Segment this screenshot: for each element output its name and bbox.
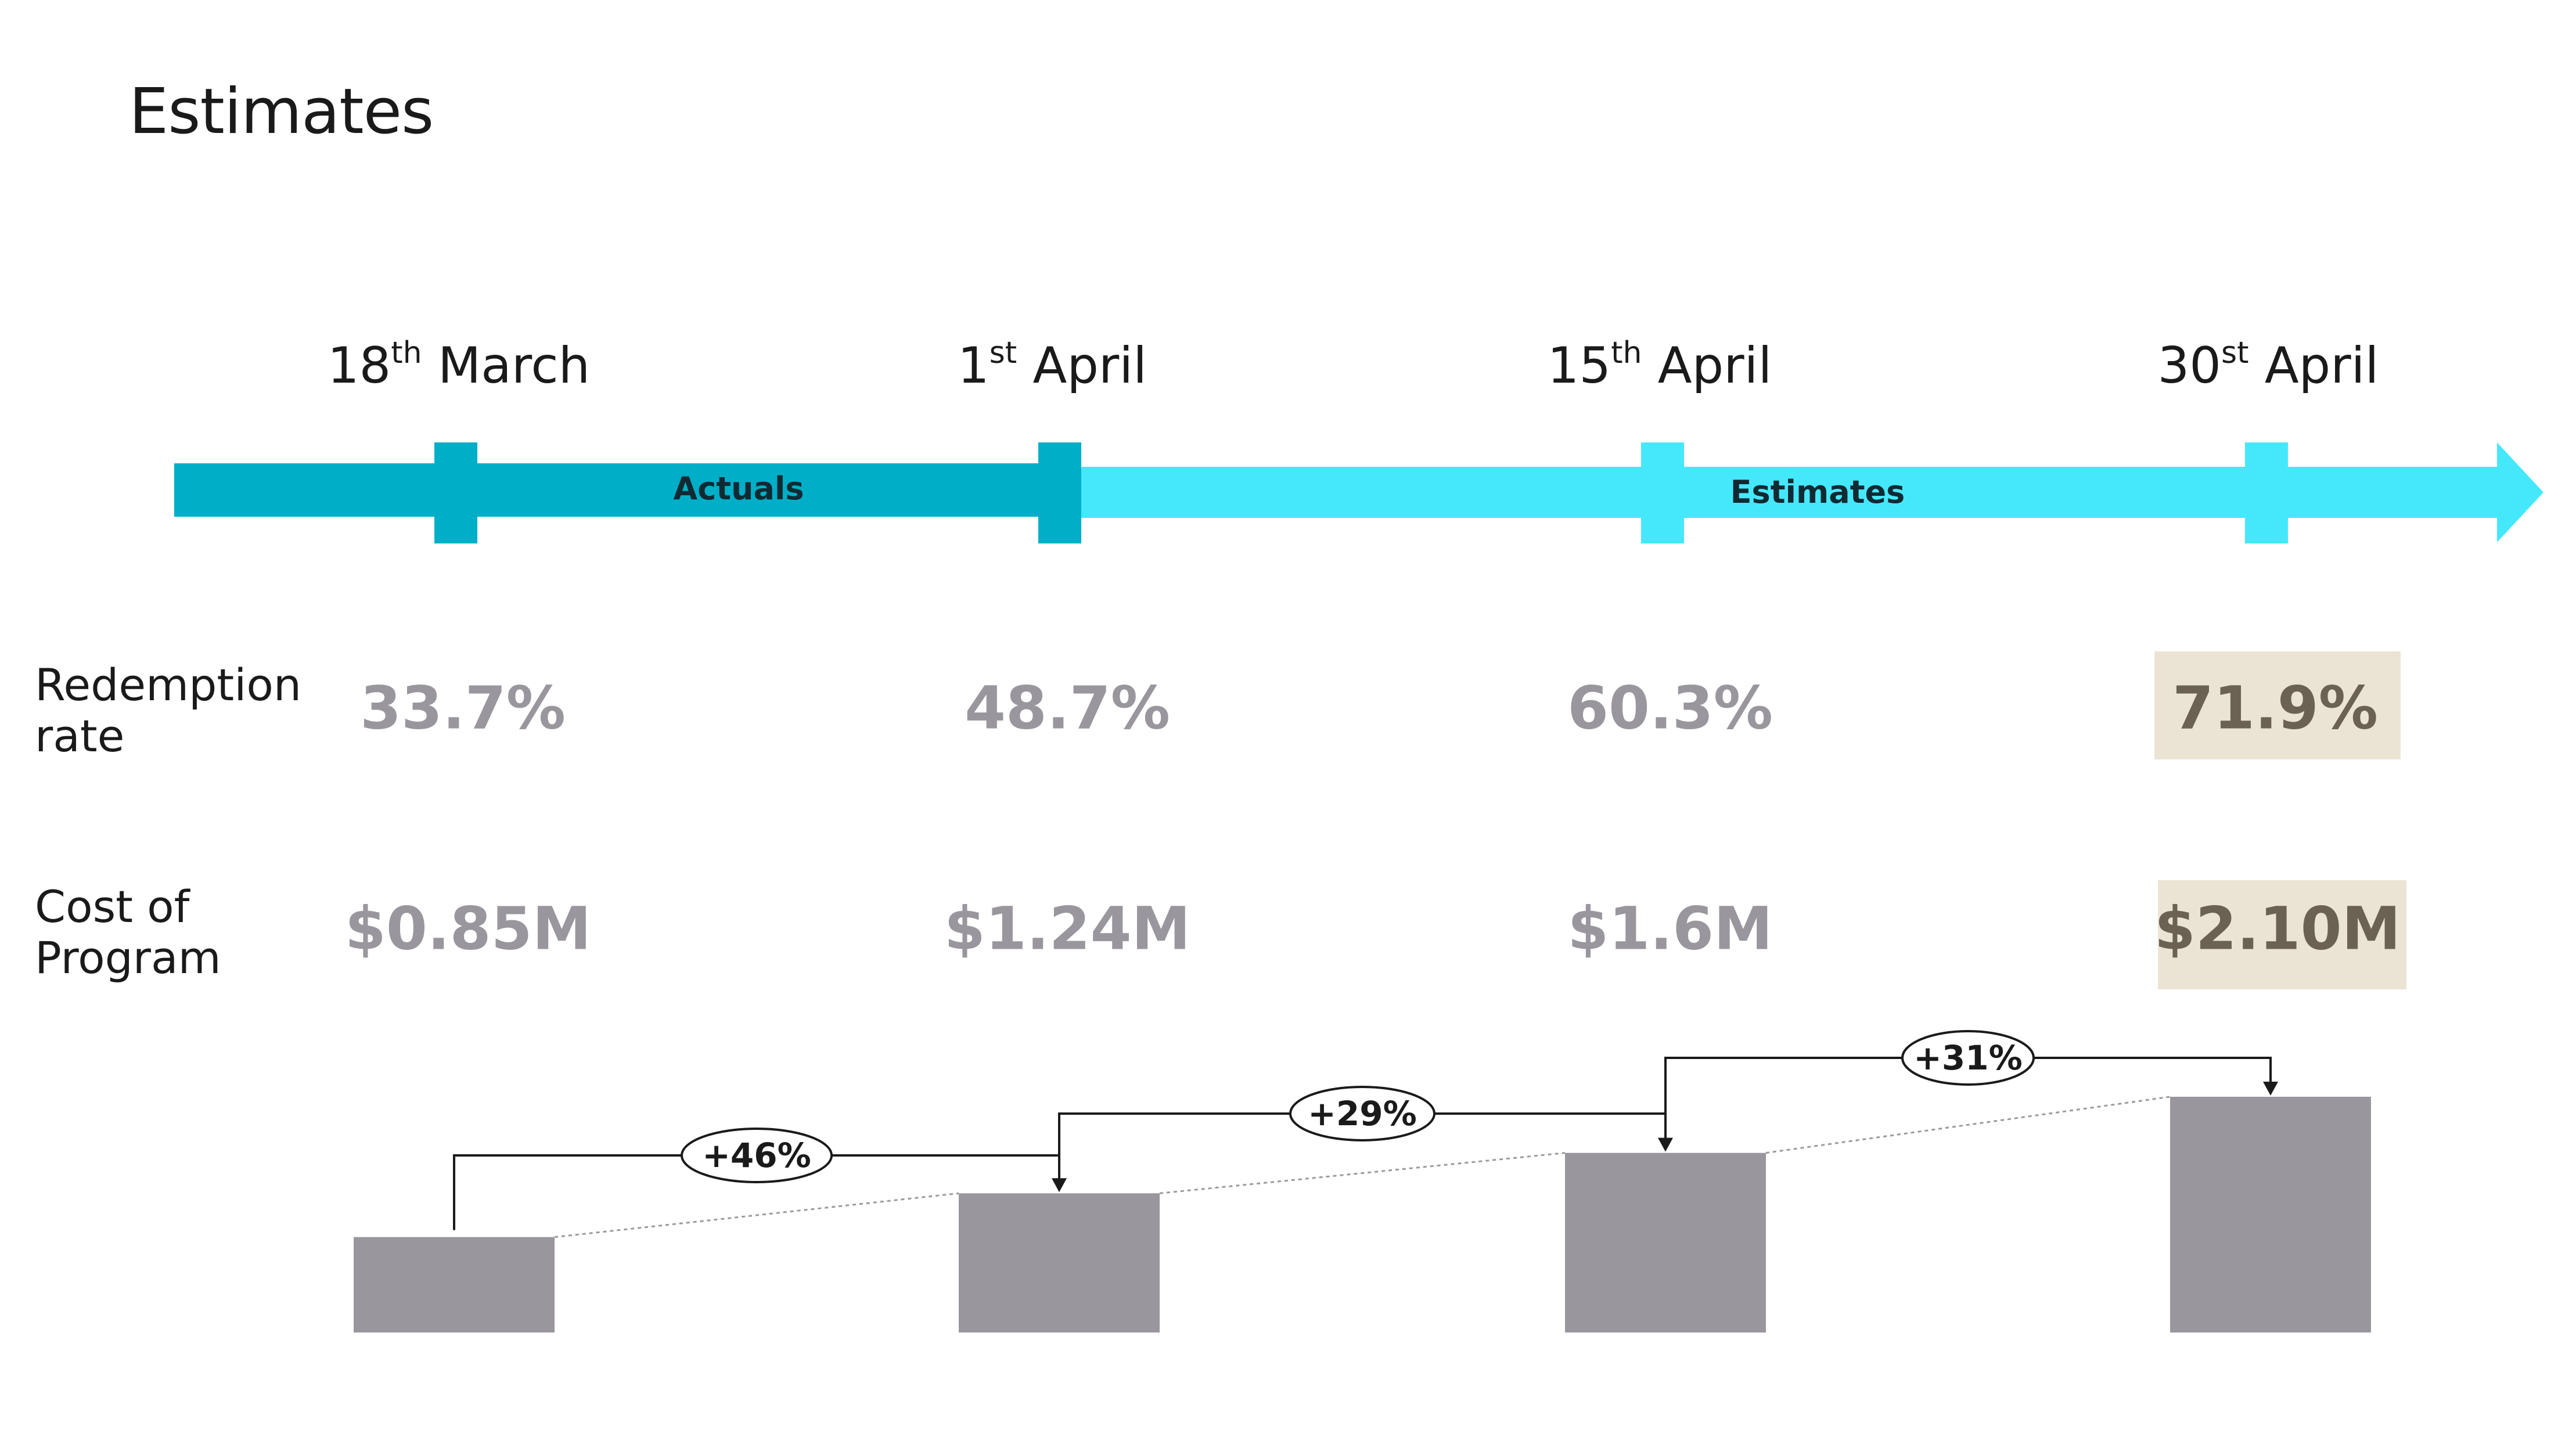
- date-num: 15: [1547, 337, 1611, 395]
- actuals-band: [174, 463, 1081, 517]
- cost-of-program-label: Cost of Program: [35, 881, 221, 984]
- tick-mark-1: [434, 442, 477, 543]
- date-month: April: [2264, 337, 2379, 395]
- tick-mark-3: [1641, 442, 1684, 543]
- change-badge: [1901, 1030, 2035, 1086]
- date-sup: st: [2221, 336, 2249, 370]
- cost-value-1: $0.85M: [344, 894, 592, 964]
- change-label: +46%: [702, 1136, 811, 1175]
- change-label: +31%: [1913, 1038, 2022, 1078]
- change-label: +29%: [1308, 1094, 1416, 1133]
- trend-connector: [554, 1192, 959, 1238]
- cost-bar: [959, 1193, 1160, 1332]
- date-sup: th: [1611, 336, 1642, 370]
- cost-bar: [1565, 1153, 1766, 1332]
- cost-value-2: $1.24M: [944, 894, 1191, 964]
- arrowhead-icon: [2263, 1082, 2278, 1096]
- redemption-value-1: 33.7%: [360, 674, 566, 743]
- redemption-rate-label: Redemption rate: [35, 660, 301, 762]
- redemption-value-3: 60.3%: [1567, 674, 1773, 743]
- page-title: Estimates: [129, 75, 434, 148]
- label-line: Cost of: [35, 881, 190, 932]
- trend-connector: [1765, 1096, 2171, 1154]
- arrow-head-icon: [2497, 442, 2543, 542]
- highlight-box-redemption: [2154, 651, 2401, 759]
- date-num: 1: [957, 337, 990, 395]
- date-month: April: [1032, 337, 1147, 395]
- label-line: Redemption: [35, 659, 302, 711]
- date-label-4: 30st April: [2158, 337, 2379, 395]
- date-label-3: 15th April: [1548, 337, 1772, 395]
- estimates-label: Estimates: [1730, 474, 1905, 510]
- highlight-box-cost: [2158, 880, 2406, 989]
- change-badge: [1289, 1086, 1435, 1141]
- label-line: rate: [35, 710, 125, 762]
- date-month: April: [1657, 337, 1772, 395]
- date-label-2: 1st April: [958, 337, 1147, 395]
- date-sup: th: [391, 336, 422, 370]
- redemption-value-4: 71.9%: [2172, 674, 2378, 743]
- date-num: 18: [327, 337, 391, 395]
- cost-bar: [2170, 1097, 2371, 1332]
- cost-bar: [354, 1237, 555, 1332]
- tick-mark-4: [2245, 442, 2288, 543]
- date-sup: st: [989, 336, 1017, 370]
- actuals-label: Actuals: [673, 470, 804, 507]
- redemption-value-2: 48.7%: [965, 674, 1170, 743]
- tick-mark-2: [1038, 442, 1081, 543]
- change-badge: [681, 1128, 833, 1183]
- date-label-1: 18th March: [328, 337, 590, 395]
- date-num: 30: [2157, 337, 2222, 395]
- cost-value-4: $2.10M: [2154, 894, 2401, 964]
- cost-value-3: $1.6M: [1567, 894, 1773, 964]
- date-month: March: [437, 337, 591, 395]
- label-line: Program: [35, 932, 221, 984]
- trend-connector: [1159, 1152, 1566, 1194]
